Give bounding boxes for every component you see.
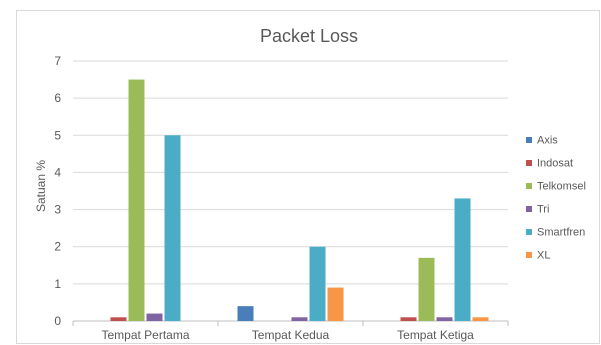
legend-label-smartfren: Smartfren (537, 227, 585, 239)
bar-indosat-1 (110, 317, 127, 321)
legend-label-tri: Tri (537, 204, 549, 216)
bar-smartfren-1 (164, 135, 181, 321)
bar-smartfren-2 (309, 246, 326, 321)
legend-swatch-smartfren (526, 229, 532, 235)
bar-tri-2 (291, 317, 308, 321)
x-axis-labels: Tempat Pertama Tempat Kedua Tempat Ketiga (72, 321, 509, 342)
legend-swatch-axis (526, 137, 532, 143)
y-tick-label: 3 (54, 203, 61, 217)
y-tick-label: 6 (54, 91, 61, 105)
legend-swatch-indosat (526, 160, 532, 166)
chart-title: Packet Loss (260, 26, 358, 46)
bar-xl-3 (472, 317, 489, 321)
legend-label-axis: Axis (537, 135, 558, 147)
bar-tri-3 (436, 317, 453, 321)
x-tick-label: Tempat Kedua (252, 328, 330, 342)
chart-frame (16, 10, 600, 344)
y-tick-label: 2 (54, 240, 61, 254)
x-tick-label: Tempat Ketiga (397, 328, 474, 342)
y-tick-label: 1 (54, 277, 61, 291)
y-axis-ticks: 0 1 2 3 4 5 6 7 (54, 54, 61, 328)
legend-swatch-telkomsel (526, 183, 532, 189)
bar-xl-2 (327, 287, 344, 321)
y-tick-label: 7 (54, 54, 61, 68)
bar-smartfren-3 (454, 198, 471, 321)
bar-indosat-3 (400, 317, 417, 321)
bar-axis-2 (237, 306, 254, 321)
legend-swatch-tri (526, 206, 532, 212)
bars (110, 79, 489, 321)
legend-label-xl: XL (537, 250, 550, 262)
legend-label-telkomsel: Telkomsel (537, 181, 586, 193)
bar-telkomsel-1 (128, 79, 145, 321)
legend-label-indosat: Indosat (537, 158, 573, 170)
legend: Axis Indosat Telkomsel Tri Smartfren XL (526, 135, 586, 262)
y-tick-label: 0 (54, 314, 61, 328)
bar-telkomsel-3 (418, 257, 435, 321)
gridlines (73, 60, 508, 322)
x-tick-label: Tempat Pertama (101, 328, 189, 342)
y-tick-label: 5 (54, 128, 61, 142)
y-tick-label: 4 (54, 165, 61, 179)
legend-swatch-xl (526, 252, 532, 258)
bar-tri-1 (146, 313, 163, 321)
y-axis-label: Satuan % (34, 160, 48, 212)
